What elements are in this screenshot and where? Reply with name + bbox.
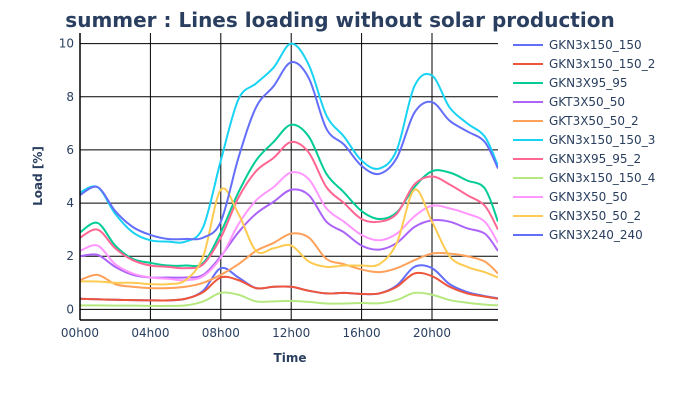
series-line-GKN3x150_150_3 <box>80 42 498 244</box>
y-tick-label: 10 <box>59 37 74 51</box>
y-tick-label: 2 <box>66 249 74 263</box>
series-line-GKN3X50_50 <box>80 171 498 282</box>
series-lines <box>80 42 498 307</box>
series-line-GKN3X50_50_2 <box>80 187 498 286</box>
y-tick-label: 6 <box>66 143 74 157</box>
y-tick-label: 4 <box>66 196 74 210</box>
legend-label: GKN3X95_95 <box>549 76 628 90</box>
legend-label: GKN3x150_150 <box>549 38 642 52</box>
legend-label: GKT3X50_50 <box>549 95 625 109</box>
legend-label: GKT3X50_50_2 <box>549 114 639 128</box>
series-line-GKN3X95_95_2 <box>80 140 498 270</box>
x-tick-label: 16h00 <box>343 326 381 340</box>
x-tick-label: 00h00 <box>61 326 99 340</box>
legend-label: GKN3X95_95_2 <box>549 152 641 166</box>
y-tick-labels: 0 2 4 6 8 10 <box>59 37 74 317</box>
series-line-GKN3X95_95 <box>80 123 498 268</box>
legend-label: GKN3X50_50 <box>549 190 628 204</box>
x-tick-labels: 00h00 04h00 08h00 12h00 16h00 20h00 <box>61 326 451 340</box>
legend: GKN3x150_150 GKN3x150_150_2 GKN3X95_95 GKT3… <box>513 38 655 242</box>
legend-label: GKN3X240_240 <box>549 228 643 242</box>
x-tick-label: 04h00 <box>131 326 169 340</box>
legend-label: GKN3x150_150_3 <box>549 133 655 147</box>
x-tick-label: 20h00 <box>413 326 451 340</box>
y-tick-label: 0 <box>66 302 74 316</box>
y-tick-label: 8 <box>66 90 74 104</box>
axes <box>79 33 498 321</box>
series-line-GKN3x150_150_2 <box>80 271 498 302</box>
y-axis-title: Load [%] <box>31 146 45 206</box>
x-tick-label: 12h00 <box>272 326 310 340</box>
legend-label: GKN3X50_50_2 <box>549 209 641 223</box>
series-line-GKT3X50_50_2 <box>80 232 498 290</box>
legend-label: GKN3x150_150_2 <box>549 57 655 71</box>
chart-title: summer : Lines loading without solar pro… <box>65 8 614 32</box>
x-tick-label: 08h00 <box>202 326 240 340</box>
x-axis-title: Time <box>274 351 307 365</box>
series-line-GKN3X240_240 <box>80 61 498 241</box>
legend-label: GKN3x150_150_4 <box>549 171 655 185</box>
series-line-GKN3x150_150_4 <box>80 291 498 307</box>
